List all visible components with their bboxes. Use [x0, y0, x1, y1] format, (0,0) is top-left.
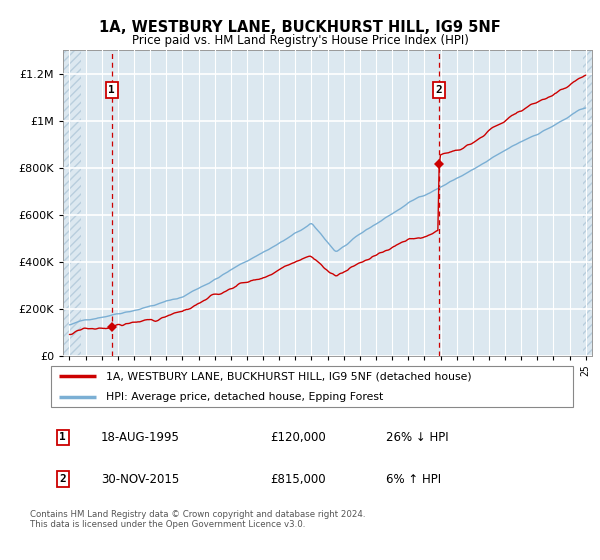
Text: 6% ↑ HPI: 6% ↑ HPI	[386, 473, 441, 486]
Text: 26% ↓ HPI: 26% ↓ HPI	[386, 431, 449, 444]
Text: 1: 1	[109, 85, 115, 95]
Text: 1: 1	[59, 432, 66, 442]
FancyBboxPatch shape	[50, 366, 574, 407]
Text: £815,000: £815,000	[270, 473, 325, 486]
Bar	[583, 50, 592, 356]
Text: 1A, WESTBURY LANE, BUCKHURST HILL, IG9 5NF (detached house): 1A, WESTBURY LANE, BUCKHURST HILL, IG9 5…	[106, 371, 472, 381]
Text: 2: 2	[59, 474, 66, 484]
Bar	[63, 50, 81, 356]
Text: 1A, WESTBURY LANE, BUCKHURST HILL, IG9 5NF: 1A, WESTBURY LANE, BUCKHURST HILL, IG9 5…	[99, 20, 501, 35]
Text: Price paid vs. HM Land Registry's House Price Index (HPI): Price paid vs. HM Land Registry's House …	[131, 34, 469, 46]
Text: 2: 2	[436, 85, 443, 95]
Text: HPI: Average price, detached house, Epping Forest: HPI: Average price, detached house, Eppi…	[106, 391, 383, 402]
Text: Contains HM Land Registry data © Crown copyright and database right 2024.
This d: Contains HM Land Registry data © Crown c…	[30, 510, 365, 529]
Text: 30-NOV-2015: 30-NOV-2015	[101, 473, 179, 486]
Text: 18-AUG-1995: 18-AUG-1995	[101, 431, 179, 444]
Text: £120,000: £120,000	[270, 431, 326, 444]
